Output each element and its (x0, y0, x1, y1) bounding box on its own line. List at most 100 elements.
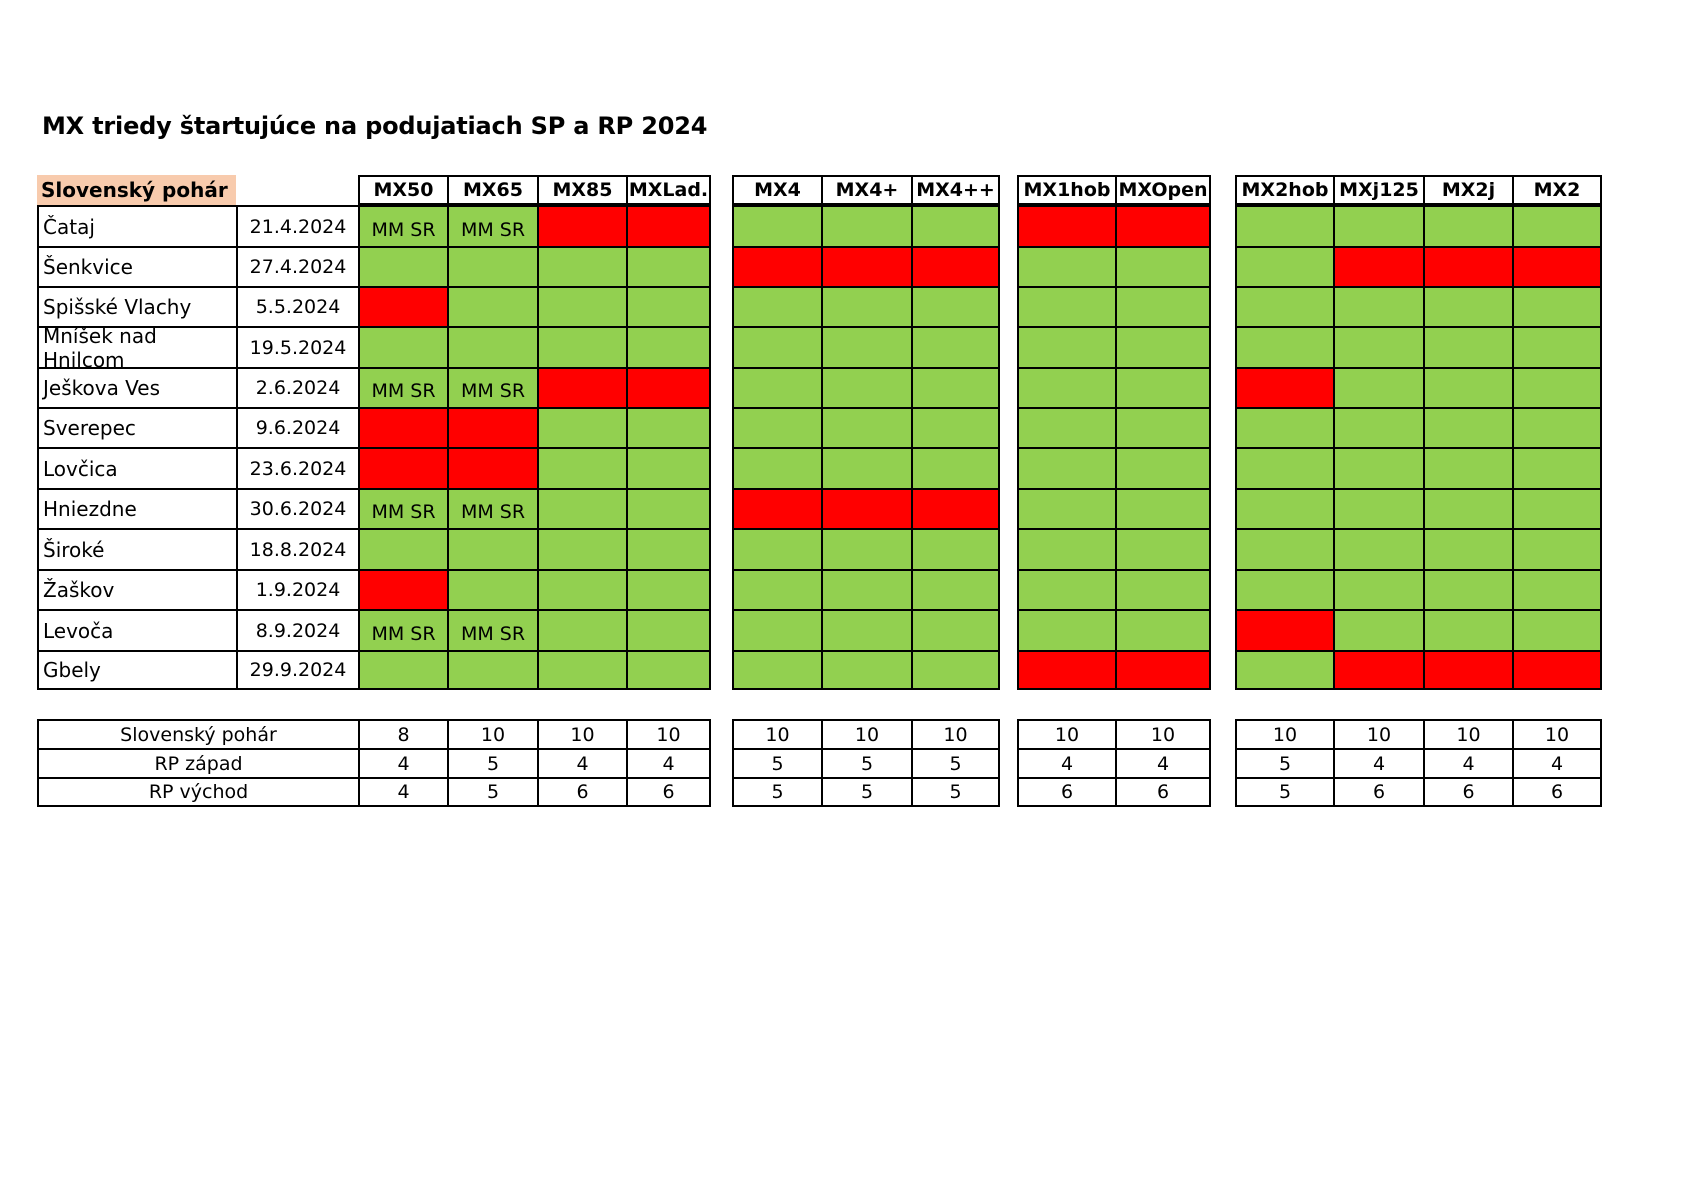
summary-count: 5 (911, 748, 1000, 777)
event-name: Žaškov (37, 569, 236, 609)
event-name: Levoča (37, 609, 236, 650)
held-cell (447, 569, 537, 609)
not-held-cell (1512, 246, 1602, 286)
held-cell (1235, 650, 1333, 690)
not-held-cell (732, 488, 821, 528)
summary-count: 4 (626, 748, 711, 777)
not-held-cell (358, 407, 447, 447)
held-cell (358, 246, 447, 286)
mm-sr-cell: MM SR (447, 609, 537, 650)
held-cell (537, 609, 626, 650)
held-cell (732, 650, 821, 690)
held-cell (447, 286, 537, 326)
summary-count: 5 (821, 777, 911, 807)
class-header: MX4++ (911, 175, 1000, 205)
event-name: Mníšek nad Hnilcom (37, 324, 236, 372)
held-cell (1235, 569, 1333, 609)
held-cell (1017, 246, 1115, 286)
summary-count: 8 (358, 719, 447, 748)
held-cell (358, 650, 447, 690)
held-cell (358, 326, 447, 367)
held-cell (1423, 407, 1512, 447)
held-cell (911, 407, 1000, 447)
held-cell (1333, 205, 1423, 246)
held-cell (1115, 407, 1211, 447)
class-header: MXj125 (1333, 175, 1423, 205)
held-cell (1235, 407, 1333, 447)
event-date: 23.6.2024 (236, 447, 358, 488)
not-held-cell (537, 367, 626, 407)
not-held-cell (358, 447, 447, 488)
summary-count: 5 (911, 777, 1000, 807)
page-title: MX triedy štartujúce na podujatiach SP a… (42, 112, 708, 140)
not-held-cell (626, 367, 711, 407)
held-cell (821, 286, 911, 326)
not-held-cell (447, 407, 537, 447)
held-cell (732, 367, 821, 407)
mm-sr-cell: MM SR (358, 205, 447, 246)
held-cell (537, 286, 626, 326)
summary-count: 10 (1017, 719, 1115, 748)
summary-count: 6 (1423, 777, 1512, 807)
summary-count: 5 (447, 777, 537, 807)
held-cell (1115, 246, 1211, 286)
summary-count: 5 (732, 777, 821, 807)
mm-sr-cell: MM SR (358, 609, 447, 650)
summary-count: 10 (1333, 719, 1423, 748)
class-header: MX2hob (1235, 175, 1333, 205)
held-cell (626, 286, 711, 326)
summary-count: 4 (1512, 748, 1602, 777)
series-label: Slovenský pohár (37, 175, 236, 205)
not-held-cell (626, 205, 711, 246)
mm-sr-cell: MM SR (358, 488, 447, 528)
held-cell (1512, 609, 1602, 650)
held-cell (1017, 367, 1115, 407)
held-cell (1115, 569, 1211, 609)
not-held-cell (358, 286, 447, 326)
mm-sr-cell: MM SR (358, 367, 447, 407)
summary-count: 10 (537, 719, 626, 748)
held-cell (911, 528, 1000, 569)
class-header: MX1hob (1017, 175, 1115, 205)
held-cell (626, 609, 711, 650)
held-cell (1235, 326, 1333, 367)
held-cell (732, 447, 821, 488)
held-cell (626, 246, 711, 286)
summary-label: RP východ (37, 777, 358, 807)
summary-count: 5 (1235, 748, 1333, 777)
event-date: 27.4.2024 (236, 246, 358, 286)
summary-count: 4 (1115, 748, 1211, 777)
held-cell (1017, 528, 1115, 569)
held-cell (1423, 609, 1512, 650)
held-cell (626, 650, 711, 690)
held-cell (537, 528, 626, 569)
summary-count: 10 (1512, 719, 1602, 748)
event-date: 9.6.2024 (236, 407, 358, 447)
not-held-cell (911, 488, 1000, 528)
held-cell (447, 528, 537, 569)
event-date: 1.9.2024 (236, 569, 358, 609)
held-cell (821, 205, 911, 246)
event-name: Široké (37, 528, 236, 569)
held-cell (1423, 528, 1512, 569)
held-cell (821, 609, 911, 650)
not-held-cell (358, 569, 447, 609)
held-cell (1017, 286, 1115, 326)
not-held-cell (1017, 205, 1115, 246)
summary-count: 5 (821, 748, 911, 777)
event-name: Čataj (37, 205, 236, 246)
held-cell (1512, 286, 1602, 326)
held-cell (1235, 447, 1333, 488)
summary-label: RP západ (37, 748, 358, 777)
held-cell (1235, 528, 1333, 569)
held-cell (1235, 488, 1333, 528)
mm-sr-cell: MM SR (447, 367, 537, 407)
event-name: Hniezdne (37, 488, 236, 528)
held-cell (1017, 407, 1115, 447)
not-held-cell (1333, 246, 1423, 286)
held-cell (1512, 447, 1602, 488)
event-date: 5.5.2024 (236, 286, 358, 326)
not-held-cell (1235, 367, 1333, 407)
not-held-cell (447, 447, 537, 488)
held-cell (1115, 528, 1211, 569)
